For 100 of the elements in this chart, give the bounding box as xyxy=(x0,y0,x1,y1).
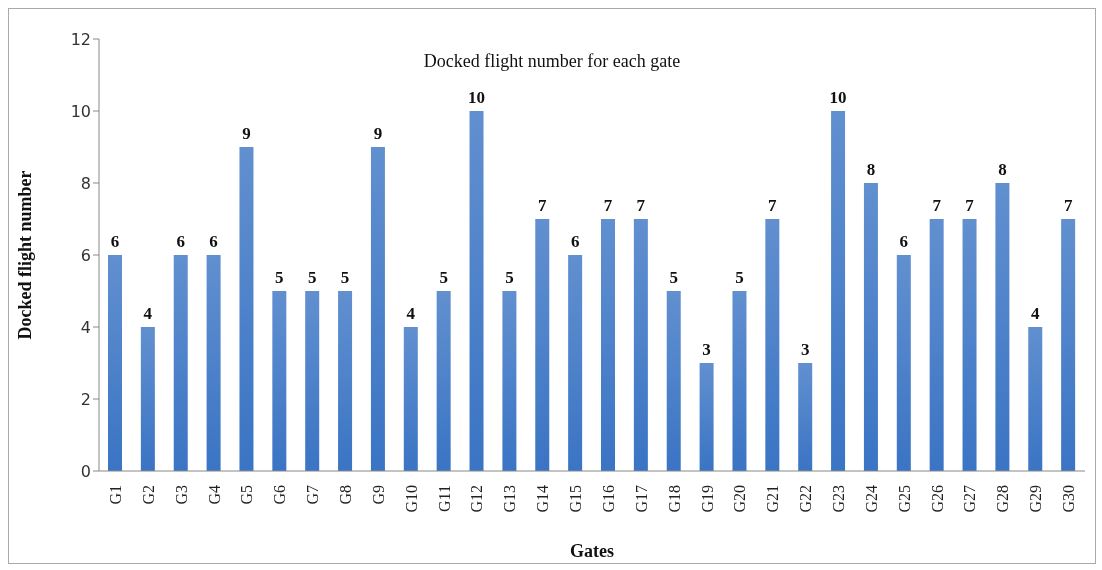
bar xyxy=(502,291,517,471)
x-tick-label: G23 xyxy=(830,485,847,513)
x-tick-label: G16 xyxy=(599,485,617,513)
data-label: 3 xyxy=(800,340,810,359)
bar xyxy=(1028,327,1043,471)
data-label: 4 xyxy=(1031,304,1041,323)
bar xyxy=(666,291,681,471)
bar xyxy=(370,147,385,471)
x-tick-label: G28 xyxy=(994,485,1012,513)
data-label: 7 xyxy=(538,196,548,215)
data-label: 5 xyxy=(735,268,744,287)
bar xyxy=(568,255,583,471)
x-tick-label: G29 xyxy=(1027,485,1045,513)
x-tick-label: G13 xyxy=(501,485,519,513)
x-tick-label: G11 xyxy=(435,485,453,512)
y-tick-label: 10 xyxy=(70,101,91,121)
x-tick-label: G8 xyxy=(337,485,354,505)
data-label: 7 xyxy=(636,196,646,215)
x-tick-label: G24 xyxy=(862,485,880,513)
data-label: 7 xyxy=(965,196,975,215)
data-label: 5 xyxy=(669,268,678,287)
bar xyxy=(535,219,550,471)
bar xyxy=(338,291,353,471)
data-label: 7 xyxy=(768,196,778,215)
data-label: 6 xyxy=(176,232,185,251)
x-tick-label: G14 xyxy=(534,485,552,513)
bar xyxy=(765,219,780,471)
data-label: 8 xyxy=(866,160,876,179)
bar xyxy=(173,255,188,471)
bar xyxy=(962,219,977,471)
data-label: 9 xyxy=(373,124,383,143)
data-label: 8 xyxy=(998,160,1007,179)
x-tick-label: G30 xyxy=(1060,485,1078,513)
y-tick-label: 6 xyxy=(80,245,91,265)
bar xyxy=(831,111,846,471)
data-label: 5 xyxy=(340,268,350,287)
x-tick-label: G26 xyxy=(928,485,946,513)
y-tick-label: 8 xyxy=(80,173,91,193)
bar xyxy=(469,111,484,471)
bar xyxy=(995,183,1010,471)
data-label: 10 xyxy=(829,88,847,107)
data-label: 6 xyxy=(110,232,120,251)
bar xyxy=(239,147,254,471)
x-tick-label: G25 xyxy=(895,485,913,513)
y-tick-label: 2 xyxy=(80,389,91,409)
x-tick-label: G22 xyxy=(797,485,815,513)
bar xyxy=(403,327,418,471)
x-tick-label: G15 xyxy=(567,485,585,513)
x-tick-label: G20 xyxy=(731,485,749,513)
bar xyxy=(305,291,320,471)
y-axis-title: Docked flight number xyxy=(15,170,36,340)
x-tick-label: G5 xyxy=(238,485,256,505)
bar xyxy=(601,219,615,471)
data-label: 7 xyxy=(603,196,613,215)
data-label: 5 xyxy=(439,268,448,287)
y-tick-label: 12 xyxy=(70,29,91,49)
x-tick-label: G18 xyxy=(665,485,683,513)
data-label: 5 xyxy=(307,268,317,287)
x-tick-label: G4 xyxy=(205,485,223,505)
bar xyxy=(108,255,122,471)
bar xyxy=(699,363,714,471)
x-tick-label: G2 xyxy=(139,485,157,505)
data-label: 4 xyxy=(143,304,153,323)
bar xyxy=(732,291,747,471)
bar xyxy=(272,291,287,471)
x-tick-label: G21 xyxy=(764,485,782,513)
x-tick-label: G6 xyxy=(271,485,289,505)
x-tick-label: G12 xyxy=(468,485,486,513)
data-label: 6 xyxy=(209,232,218,251)
y-tick-label: 0 xyxy=(80,461,91,481)
data-label: 7 xyxy=(1063,196,1073,215)
data-label: 9 xyxy=(242,124,251,143)
data-label: 4 xyxy=(406,304,416,323)
data-label: 5 xyxy=(505,268,514,287)
bar xyxy=(863,183,878,471)
data-label: 3 xyxy=(702,340,711,359)
data-label: 6 xyxy=(570,232,580,251)
x-tick-label: G3 xyxy=(172,485,190,505)
bar xyxy=(206,255,221,471)
bar xyxy=(633,219,648,471)
text: Docked flight number for each gate xyxy=(422,51,682,72)
x-axis-title: Gates xyxy=(570,541,614,561)
bar xyxy=(896,255,911,471)
x-tick-label: G9 xyxy=(369,485,387,505)
x-tick-label: G17 xyxy=(632,485,650,513)
data-label: 10 xyxy=(468,88,486,107)
y-tick-label: 4 xyxy=(80,317,91,337)
bar xyxy=(436,291,451,471)
x-tick-label: G1 xyxy=(106,485,124,505)
bar xyxy=(798,363,813,471)
x-tick-label: G19 xyxy=(698,485,716,513)
data-label: 7 xyxy=(932,196,942,215)
bar xyxy=(929,219,944,471)
data-label: 5 xyxy=(275,268,284,287)
x-tick-label: G27 xyxy=(961,485,979,513)
x-tick-label: G10 xyxy=(402,485,420,513)
bar xyxy=(1061,219,1076,471)
bar xyxy=(140,327,155,471)
data-label: 6 xyxy=(899,232,909,251)
x-tick-label: G7 xyxy=(304,485,322,505)
